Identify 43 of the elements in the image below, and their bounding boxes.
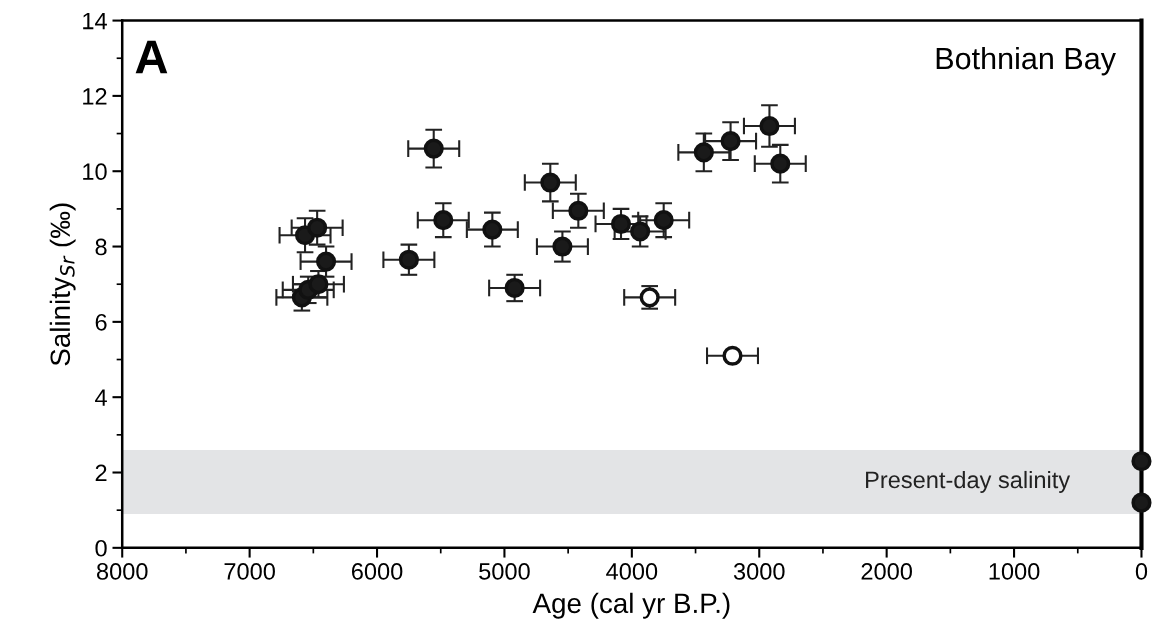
- point: [1131, 492, 1152, 513]
- y-tick-label: 2: [95, 464, 107, 482]
- point: [423, 138, 444, 159]
- x-tick-label: 2000: [861, 563, 912, 580]
- point: [315, 251, 337, 272]
- y-tick-label: 6: [95, 313, 107, 331]
- x-axis-title: Age (cal yr B.P.): [532, 592, 730, 619]
- point: [482, 219, 503, 240]
- point: [504, 277, 525, 299]
- point: [307, 217, 328, 238]
- y-tick-label: 8: [95, 238, 107, 256]
- y-tick-label: 4: [95, 389, 107, 406]
- x-tick-label: 1000: [989, 563, 1040, 580]
- point: [568, 200, 589, 221]
- x-tick-label: 8000: [96, 563, 148, 580]
- y-axis-title: Salinity$_{Sr}$ (‰): [49, 203, 76, 366]
- point: [433, 210, 454, 231]
- point: [770, 153, 791, 174]
- annotation: Bothnian Bay: [936, 46, 1116, 76]
- point: [722, 345, 743, 366]
- x-tick-label: 7000: [224, 563, 275, 580]
- point: [540, 172, 561, 193]
- band-label: Present-day salinity: [866, 470, 1071, 493]
- point: [630, 221, 651, 242]
- point: [398, 249, 419, 270]
- point: [720, 131, 741, 152]
- y-tick-label: 12: [83, 87, 107, 105]
- annotation: A: [135, 40, 168, 74]
- x-tick-label: 3000: [733, 563, 785, 580]
- point: [653, 210, 674, 231]
- y-tick-label: 14: [83, 12, 107, 30]
- x-tick-label: 6000: [351, 563, 403, 580]
- x-tick-label: 4000: [606, 563, 658, 580]
- point: [610, 213, 632, 235]
- point: [1131, 451, 1152, 472]
- y-tick-label: 10: [83, 163, 107, 181]
- x-tick-label: 0: [1135, 563, 1148, 580]
- point: [308, 274, 329, 295]
- point: [759, 115, 780, 137]
- y-tick-label: 0: [95, 539, 107, 557]
- point: [552, 236, 573, 257]
- x-tick-label: 5000: [479, 563, 530, 580]
- point: [693, 142, 714, 163]
